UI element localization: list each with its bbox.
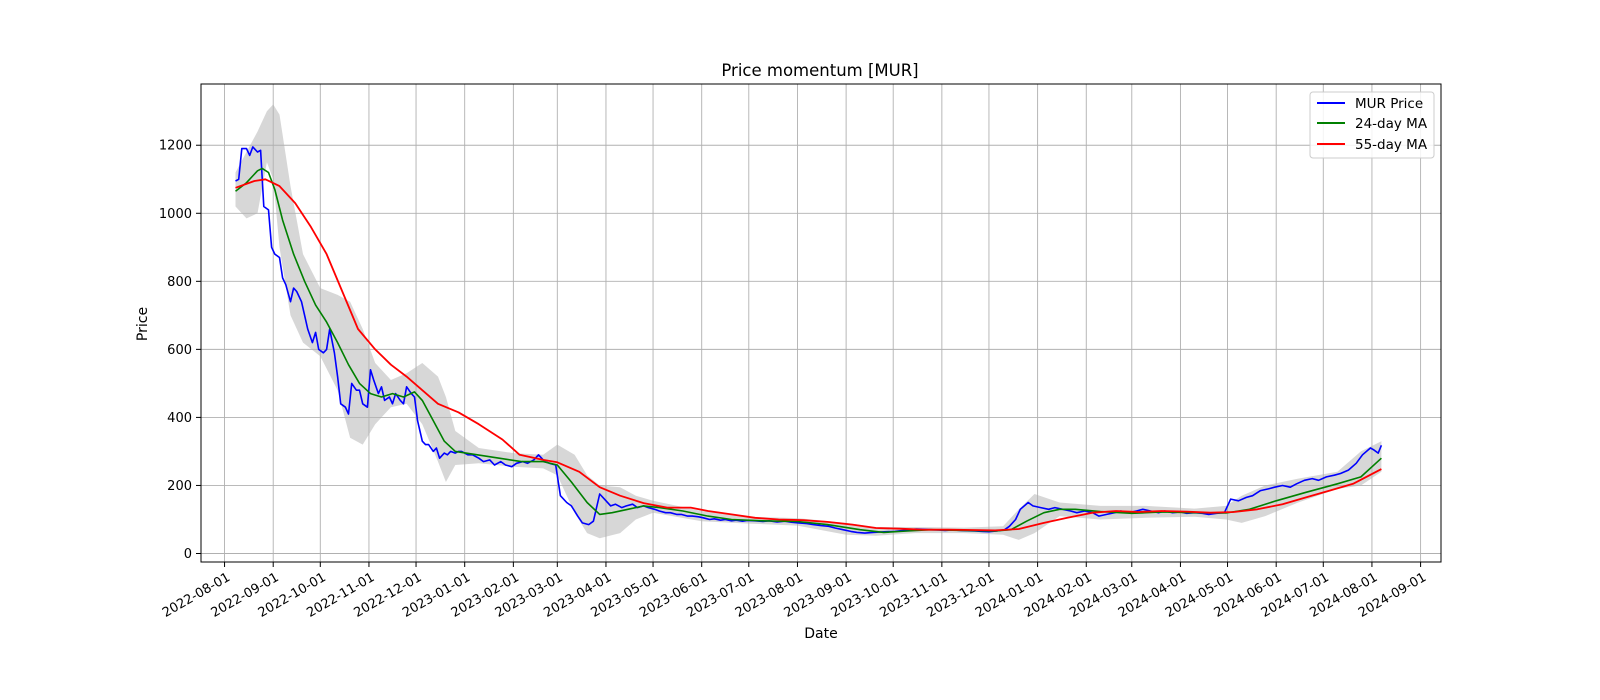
y-axis-label: Price	[135, 307, 151, 341]
legend-label-price: MUR Price	[1355, 96, 1423, 112]
y-tick-label: 400	[167, 411, 192, 426]
y-tick-label: 800	[167, 275, 192, 290]
ma-55-line	[235, 178, 1382, 532]
x-axis-label: Date	[804, 626, 837, 642]
series-lines	[235, 146, 1383, 534]
grid-lines	[201, 84, 1441, 562]
volatility-band	[235, 104, 1382, 540]
ma-24-line	[235, 167, 1382, 534]
y-tick-label: 600	[167, 343, 192, 358]
legend: MUR Price 24-day MA 55-day MA	[1309, 91, 1435, 159]
y-tick-label: 1000	[159, 207, 192, 222]
legend-label-ma-long: 55-day MA	[1355, 137, 1428, 153]
price-line	[235, 146, 1383, 534]
y-tick-label: 0	[184, 547, 192, 562]
legend-label-ma-short: 24-day MA	[1355, 116, 1428, 132]
legend-box	[1309, 91, 1435, 159]
y-axis-ticks: 0 200 400 600 800 1000 1200	[159, 139, 201, 562]
y-tick-label: 1200	[159, 139, 192, 154]
y-tick-label: 200	[167, 479, 192, 494]
plot-area-frame	[200, 83, 1442, 563]
volatility-band-area	[235, 104, 1382, 540]
chart-title: Price momentum [MUR]	[721, 61, 918, 80]
